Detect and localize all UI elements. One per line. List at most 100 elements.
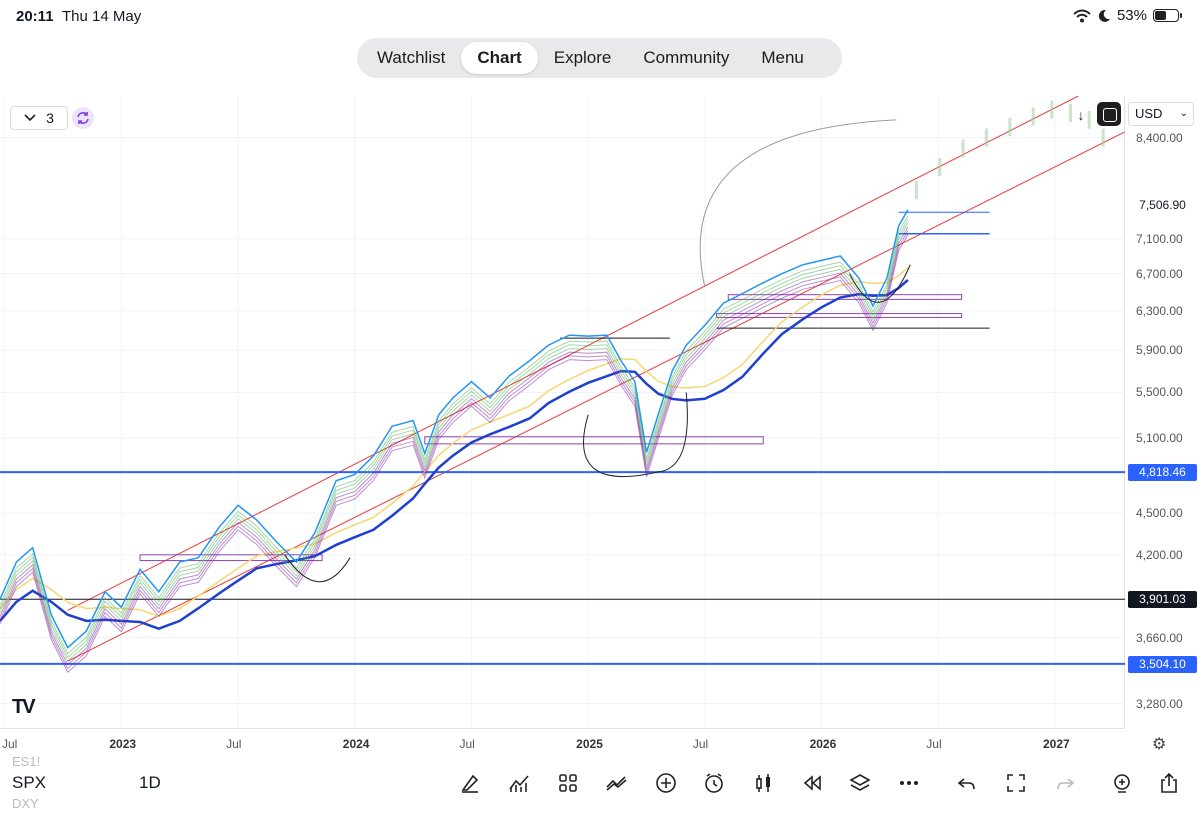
time-tick: 2023 (109, 737, 137, 751)
time-tick: Jul (926, 737, 942, 751)
tab-explore[interactable]: Explore (553, 48, 612, 67)
price-tick: 4,200.00 (1136, 547, 1183, 562)
timeframe-button[interactable]: 1D (139, 773, 161, 792)
wifi-icon (1073, 9, 1091, 22)
projection-candle (914, 180, 918, 200)
price-tick: 7,100.00 (1136, 231, 1183, 246)
projection-candle (984, 128, 988, 147)
currency-select[interactable]: USD ⌄ (1128, 102, 1194, 126)
draw-pen-icon[interactable] (455, 768, 485, 798)
curved-arrow (583, 392, 688, 478)
ribbon-line (0, 226, 909, 666)
ribbon-line (0, 219, 909, 659)
projection-candle (1087, 110, 1091, 129)
time-tick: 2025 (576, 737, 603, 751)
price-tick: 5,500.00 (1136, 385, 1183, 400)
trend-channel-lower (67, 131, 1126, 662)
replay-icon[interactable] (797, 768, 827, 798)
tab-menu[interactable]: Menu (761, 48, 804, 67)
interval-collapse-button[interactable]: 3 (10, 106, 68, 130)
add-icon[interactable] (651, 768, 681, 798)
ribbon-line (0, 222, 909, 662)
redo-icon[interactable] (1050, 768, 1080, 798)
time-tick: Jul (2, 737, 18, 751)
time-tick: Jul (692, 737, 709, 751)
status-time: 20:11 (16, 8, 54, 25)
projection-candle (1031, 107, 1035, 126)
grid-icon[interactable] (553, 768, 583, 798)
curved-arrow (849, 264, 911, 303)
ribbon-line (0, 230, 909, 670)
interval-count: 3 (46, 110, 54, 126)
range-zone (727, 294, 963, 300)
price-tick: 5,900.00 (1136, 343, 1183, 358)
price-tick: 3,660.00 (1136, 630, 1183, 645)
tab-chart[interactable]: Chart (461, 42, 538, 74)
moving-average-yellow (0, 266, 909, 618)
arrow-down-icon[interactable]: ↓ (1077, 107, 1085, 123)
fullscreen-icon[interactable] (1001, 768, 1031, 798)
price-tick: 6,300.00 (1136, 303, 1183, 318)
indicators-icon[interactable] (504, 768, 534, 798)
symbol-next[interactable]: DXY (12, 796, 39, 811)
price-label: 7,506.90 (1128, 197, 1197, 215)
share-icon[interactable] (1154, 768, 1184, 798)
range-zone (716, 313, 963, 318)
status-bar: 20:11 Thu 14 May 53% (0, 0, 1199, 32)
curved-arrow (284, 554, 351, 583)
compare-icon[interactable] (602, 768, 632, 798)
projection-candle (1101, 128, 1105, 147)
projection-arrow (699, 119, 897, 288)
candle-type-icon[interactable] (748, 768, 778, 798)
moon-icon (1098, 9, 1110, 22)
battery-icon (1153, 9, 1182, 22)
projection-candle (938, 157, 942, 177)
projection-candle (1050, 100, 1054, 119)
time-tick: 2027 (1042, 737, 1070, 751)
time-tick: 2024 (342, 737, 370, 751)
status-right: 53% (1073, 7, 1182, 24)
sync-icon[interactable] (72, 107, 94, 129)
add-alert-icon[interactable] (1107, 768, 1137, 798)
price-tick: 6,700.00 (1136, 266, 1183, 281)
range-zone (424, 436, 764, 445)
chevron-down-icon: ⌄ (1179, 108, 1188, 119)
range-zone (139, 554, 323, 562)
chart-plot[interactable] (0, 95, 1126, 728)
time-tick: Jul (226, 737, 242, 751)
battery-percent: 53% (1116, 7, 1147, 24)
symbol-prev[interactable]: ES1! (12, 754, 41, 769)
tab-watchlist[interactable]: Watchlist (377, 48, 446, 67)
price-tick: 8,400.00 (1136, 130, 1183, 145)
chart-area[interactable]: 8,400.00 7,100.00 6,700.00 6,300.00 5,900.00… (0, 95, 1199, 756)
price-label: 3,504.10 (1128, 655, 1197, 673)
currency-label: USD (1135, 106, 1163, 121)
undo-icon[interactable] (952, 768, 982, 798)
tradingview-logo: TV (12, 696, 36, 718)
main-nav: Watchlist Chart Explore Community Menu (357, 38, 842, 78)
battery-fill (1155, 11, 1167, 20)
bottom-toolbar: ES1! SPX DXY 1D (0, 754, 1199, 834)
tab-community[interactable]: Community (643, 48, 730, 67)
projection-candle (961, 139, 965, 158)
price-tick: 5,100.00 (1136, 430, 1183, 445)
projection-candle (1008, 117, 1012, 136)
more-icon[interactable] (894, 768, 924, 798)
alert-icon[interactable] (699, 768, 729, 798)
symbol-name[interactable]: SPX (12, 773, 47, 792)
price-tick: 3,280.00 (1136, 696, 1183, 711)
layers-icon[interactable] (845, 768, 875, 798)
projection-candle (1068, 103, 1072, 123)
gear-icon[interactable]: ⚙ (1152, 736, 1167, 753)
price-label: 3,901.03 (1128, 591, 1197, 609)
price-axis[interactable]: 8,400.00 7,100.00 6,700.00 6,300.00 5,900.00… (1126, 96, 1199, 728)
moving-average-blue (0, 278, 909, 630)
time-axis[interactable]: Jul 2023 Jul 2024 Jul 2025 Jul 2026 Jul 2027 (0, 728, 1125, 756)
price-series (0, 209, 909, 649)
chevron-down-icon (24, 114, 36, 122)
time-tick: Jul (459, 737, 475, 751)
time-tick: 2026 (809, 737, 837, 751)
status-date: Thu 14 May (62, 8, 142, 25)
auto-scale-button[interactable] (1097, 102, 1121, 126)
chart-canvas[interactable] (0, 95, 1126, 728)
